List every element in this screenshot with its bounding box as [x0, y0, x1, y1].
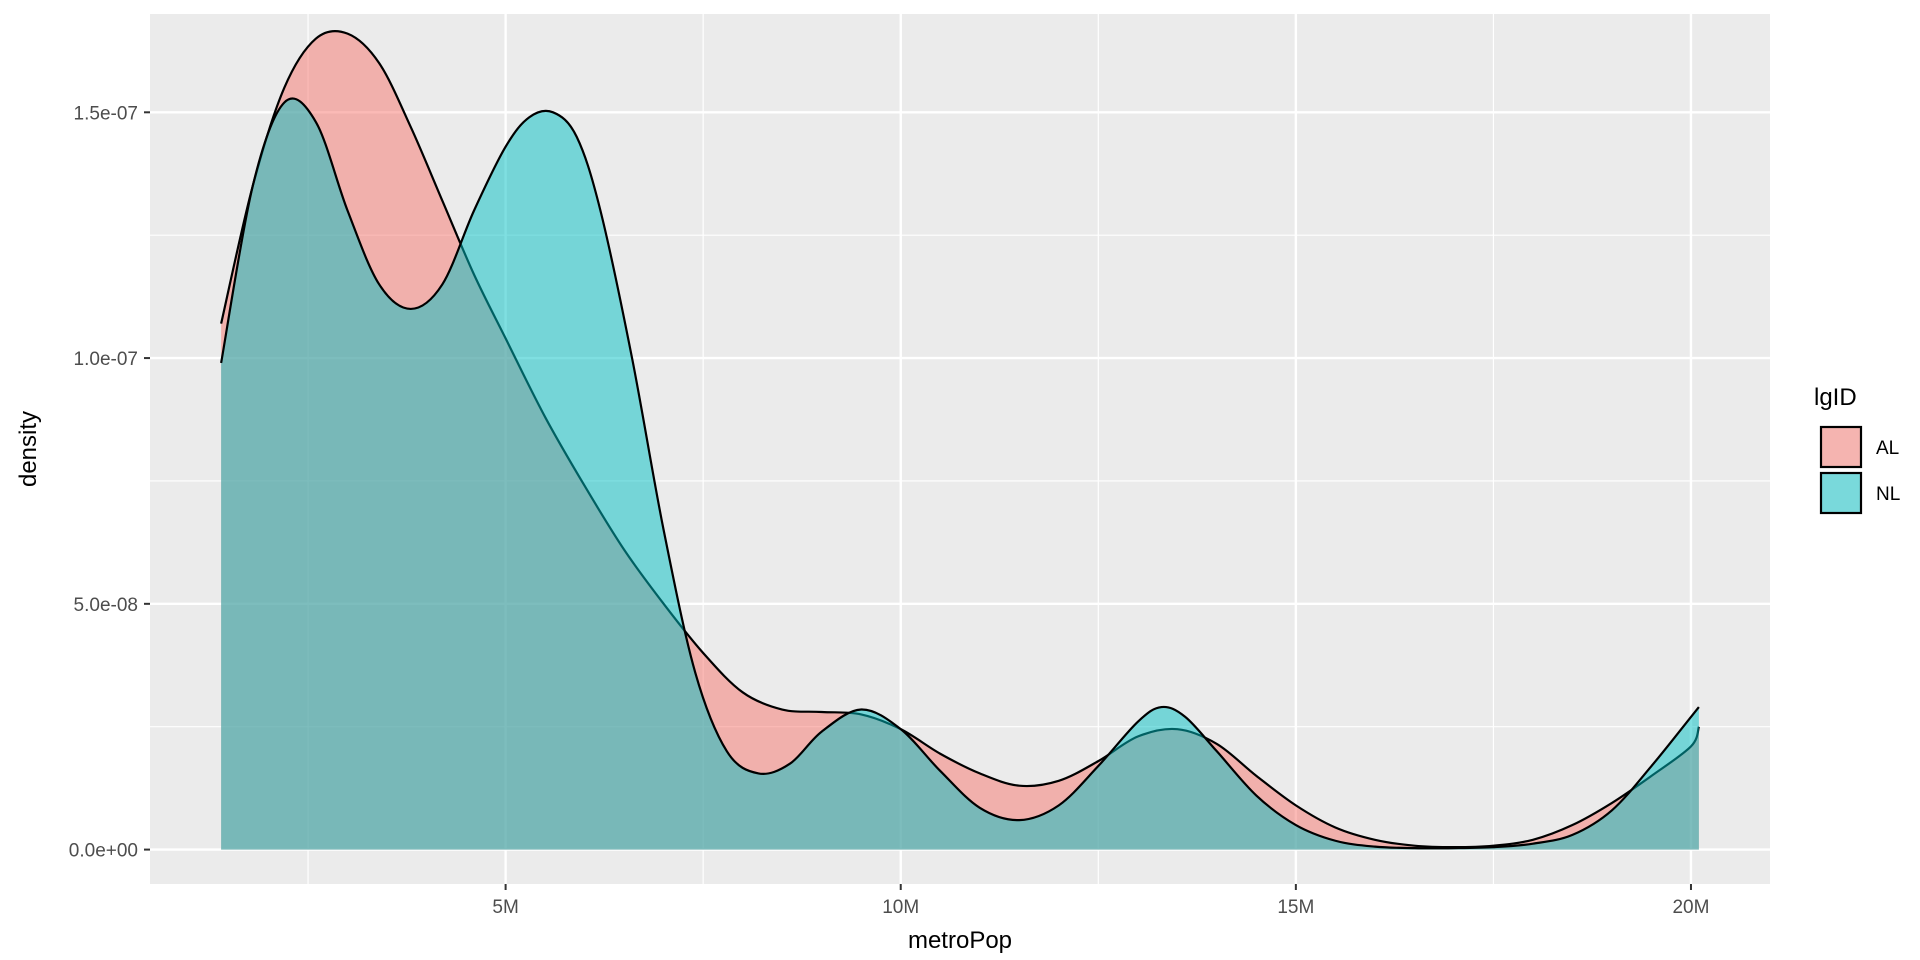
- y-tick-label: 0.0e+00: [69, 841, 138, 862]
- legend-label-nl: NL: [1876, 484, 1900, 505]
- x-axis-title: metroPop: [908, 927, 1012, 954]
- legend: lgID AL NL: [1814, 384, 1900, 515]
- axis-layer: 5M 10M 15M 20M 0.0e+00 5.0e-08 1.0e-07 1.5e-07: [69, 103, 1710, 918]
- density-line-nl: [220, 97, 1700, 850]
- legend-items: AL NL: [1819, 425, 1900, 515]
- y-tick-label: 5.0e-08: [74, 595, 138, 616]
- series-layer: [220, 29, 1700, 850]
- y-axis-title: density: [15, 411, 42, 487]
- legend-label-al: AL: [1876, 438, 1899, 459]
- y-tick-label: 1.0e-07: [74, 349, 138, 370]
- x-tick-label: 5M: [492, 897, 518, 918]
- legend-swatch-nl: [1819, 471, 1863, 515]
- x-tick-label: 10M: [882, 897, 919, 918]
- x-tick-label: 15M: [1277, 897, 1314, 918]
- y-tick-label: 1.5e-07: [74, 103, 138, 124]
- density-area-nl: [221, 98, 1699, 850]
- x-tick-label: 20M: [1672, 897, 1709, 918]
- legend-title: lgID: [1814, 384, 1857, 411]
- legend-swatch-al: [1819, 425, 1863, 469]
